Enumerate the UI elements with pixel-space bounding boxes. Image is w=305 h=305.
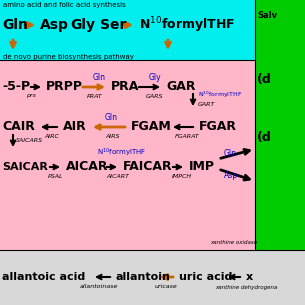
Text: PSAL: PSAL	[48, 174, 63, 178]
Text: GARS: GARS	[146, 94, 163, 99]
Bar	[0, 250, 305, 305]
Bar	[0, 0, 255, 60]
Text: x: x	[246, 272, 253, 282]
Text: GAR: GAR	[166, 81, 196, 94]
Text: PRPP: PRPP	[46, 81, 83, 94]
Text: Gln: Gln	[2, 18, 28, 32]
Text: FGARAT: FGARAT	[175, 134, 200, 138]
Text: Gln: Gln	[93, 73, 106, 81]
Text: prs: prs	[26, 92, 36, 98]
Text: xanthine oxidase: xanthine oxidase	[210, 241, 257, 246]
Text: Gly: Gly	[70, 18, 95, 32]
Text: AICART: AICART	[106, 174, 129, 178]
Text: Gly: Gly	[149, 73, 162, 81]
Text: PRAT: PRAT	[87, 94, 103, 99]
Text: N$^{10}$formylTHF: N$^{10}$formylTHF	[198, 90, 242, 100]
Text: Gln: Gln	[224, 149, 237, 157]
Text: SAICAR: SAICAR	[2, 162, 48, 172]
Text: AIRS: AIRS	[105, 134, 120, 138]
Text: IMPCH: IMPCH	[172, 174, 192, 178]
Text: AIRC: AIRC	[44, 134, 59, 138]
Text: FGAR: FGAR	[199, 120, 237, 134]
Text: uricase: uricase	[155, 285, 178, 289]
Text: FAICAR: FAICAR	[123, 160, 173, 174]
Bar	[0, 60, 255, 250]
Text: IMP: IMP	[189, 160, 215, 174]
Text: xanthine dehydrogena: xanthine dehydrogena	[215, 285, 277, 289]
Text: AICAR: AICAR	[66, 160, 109, 174]
Text: Asp: Asp	[224, 170, 238, 180]
Text: GART: GART	[198, 102, 215, 106]
Text: amino acid and folic acid synthesis: amino acid and folic acid synthesis	[3, 2, 126, 8]
Text: uric acid: uric acid	[179, 272, 232, 282]
Text: Ser: Ser	[100, 18, 126, 32]
Text: -5-P: -5-P	[2, 81, 30, 94]
Text: allantoin: allantoin	[116, 272, 171, 282]
Text: CAIR: CAIR	[2, 120, 35, 134]
Text: PRA: PRA	[111, 81, 139, 94]
Text: allantoic acid: allantoic acid	[2, 272, 85, 282]
Text: N$^{10}$formylTHF: N$^{10}$formylTHF	[139, 15, 235, 35]
Text: FGAM: FGAM	[131, 120, 172, 134]
Text: (d: (d	[257, 131, 272, 143]
Text: allantoinase: allantoinase	[80, 285, 118, 289]
Text: (d: (d	[257, 74, 272, 87]
Text: AIR: AIR	[63, 120, 87, 134]
Text: Asp: Asp	[40, 18, 69, 32]
Text: Salv: Salv	[257, 10, 277, 20]
Bar	[255, 0, 305, 250]
Text: N$^{10}$formylTHF: N$^{10}$formylTHF	[97, 147, 146, 159]
Text: SAICARS: SAICARS	[16, 138, 43, 143]
Text: de novo purine biosynthesis pathway: de novo purine biosynthesis pathway	[3, 54, 134, 60]
Text: Gln: Gln	[105, 113, 118, 121]
